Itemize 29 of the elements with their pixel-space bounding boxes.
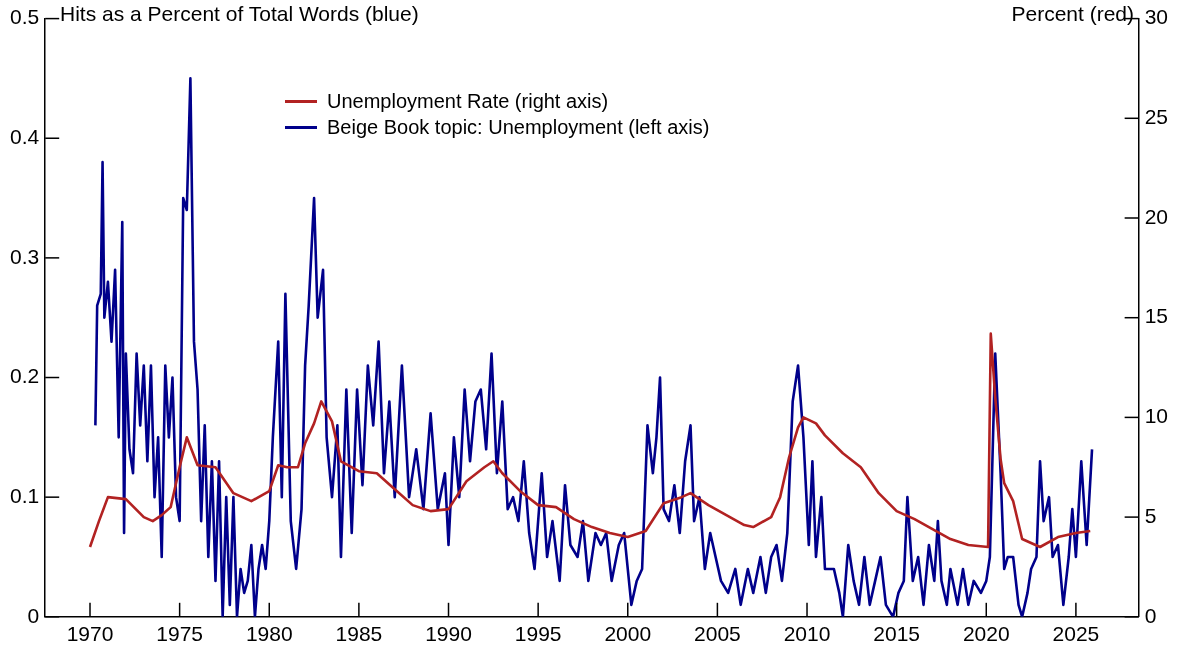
- x-tick-label: 1975: [156, 622, 203, 646]
- y2-tick-label: 30: [1144, 5, 1168, 29]
- y-tick-label: 0.1: [9, 483, 40, 507]
- y2-tick-label: 15: [1144, 304, 1168, 328]
- y-tick-label: 0.5: [9, 5, 40, 29]
- x-tick-label: 2010: [783, 622, 831, 646]
- y-axis-title: Hits as a Percent of Total Words (blue): [60, 2, 419, 26]
- y-tick-label: 0: [27, 603, 40, 627]
- y-tick-label: 0.3: [9, 244, 40, 268]
- y2-tick-label: 25: [1144, 105, 1168, 129]
- legend-label: Beige Book topic: Unemployment (left axis): [327, 115, 710, 140]
- y2-tick-label: 20: [1144, 204, 1168, 228]
- x-tick-label: 2005: [694, 622, 741, 646]
- x-tick-label: 2000: [604, 622, 652, 646]
- x-tick-label: 1980: [245, 622, 293, 646]
- y2-tick-label: 0: [1144, 603, 1157, 627]
- y2-tick-label: 5: [1144, 503, 1157, 527]
- y2-axis-title: Percent (red): [1011, 2, 1134, 26]
- x-tick-label: 1970: [66, 622, 114, 646]
- legend-label: Unemployment Rate (right axis): [327, 89, 609, 114]
- x-tick-label: 1990: [425, 622, 472, 646]
- y-tick-label: 0.2: [9, 364, 40, 388]
- x-tick-label: 1985: [335, 622, 383, 646]
- x-tick-label: 1995: [514, 622, 562, 646]
- y2-tick-label: 10: [1144, 404, 1168, 428]
- x-tick-label: 2025: [1052, 622, 1100, 646]
- x-tick-label: 2015: [873, 622, 921, 646]
- y-tick-label: 0.4: [9, 125, 40, 149]
- x-tick-label: 2020: [962, 622, 1010, 646]
